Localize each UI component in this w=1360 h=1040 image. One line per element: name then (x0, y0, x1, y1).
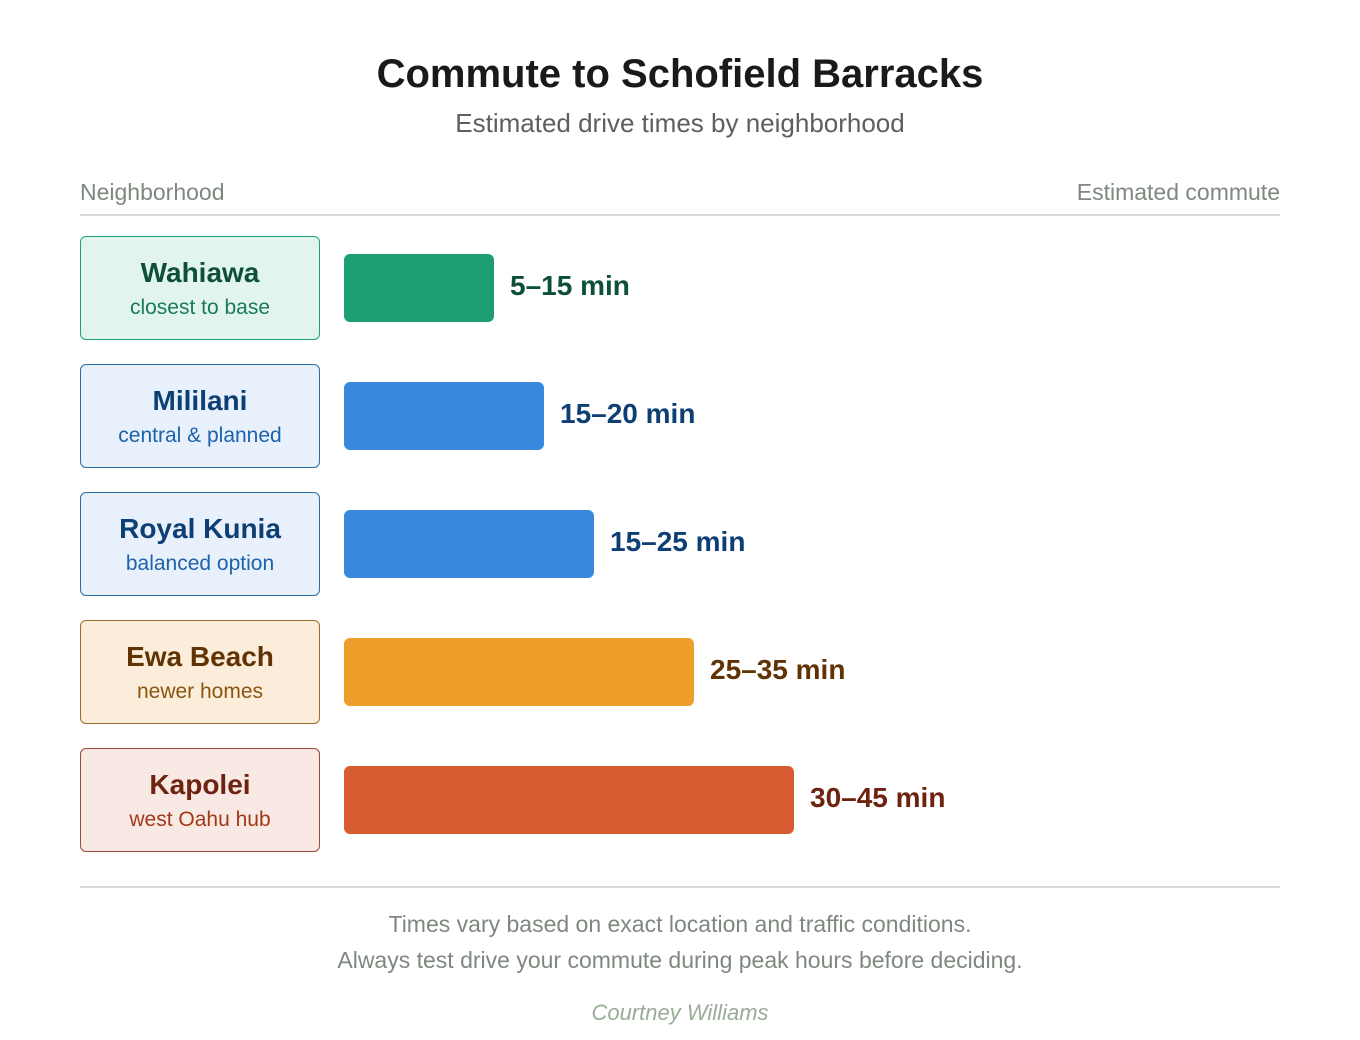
chart-row: Wahiawa closest to base 5–15 min (80, 236, 1280, 340)
chart-row: Ewa Beach newer homes 25–35 min (80, 620, 1280, 724)
commute-bar (344, 254, 494, 322)
neighborhood-note: newer homes (136, 680, 264, 703)
neighborhood-name: Kapolei (149, 769, 251, 800)
chart-title: Commute to Schofield Barracks (376, 52, 984, 96)
commute-range-label: 15–25 min (610, 526, 746, 557)
neighborhood-label-box: Mililani central & planned (80, 364, 320, 468)
neighborhood-label-box: Wahiawa closest to base (80, 236, 320, 340)
header-divider (80, 214, 1280, 216)
neighborhood-note: central & planned (118, 424, 282, 447)
commute-range-label: 25–35 min (710, 654, 846, 685)
commute-range-label: 15–20 min (560, 398, 696, 429)
author-credit: Courtney Williams (591, 1000, 769, 1025)
neighborhood-label-box: Kapolei west Oahu hub (80, 748, 320, 852)
commute-bar (344, 382, 544, 450)
neighborhood-note: balanced option (125, 552, 275, 575)
neighborhood-note: closest to base (129, 296, 271, 319)
neighborhood-label-box: Ewa Beach newer homes (80, 620, 320, 724)
neighborhood-name: Ewa Beach (126, 641, 274, 672)
neighborhood-name: Royal Kunia (119, 513, 281, 544)
neighborhood-label-box: Royal Kunia balanced option (80, 492, 320, 596)
commute-bar (344, 638, 694, 706)
commute-range-label: 30–45 min (810, 782, 946, 813)
neighborhood-note: west Oahu hub (129, 808, 271, 831)
chart-subtitle: Estimated drive times by neighborhood (455, 108, 905, 138)
neighborhood-name: Mililani (152, 385, 248, 416)
footer-divider (80, 886, 1280, 888)
column-header-commute: Estimated commute (1076, 179, 1280, 205)
commute-bar (344, 510, 594, 578)
commute-range-label: 5–15 min (510, 270, 630, 301)
neighborhood-name: Wahiawa (140, 257, 260, 288)
chart-row: Royal Kunia balanced option 15–25 min (80, 492, 1280, 596)
chart-row: Kapolei west Oahu hub 30–45 min (80, 748, 1280, 852)
footnote-traffic: Times vary based on exact location and t… (388, 911, 972, 937)
column-header-neighborhood: Neighborhood (80, 179, 225, 205)
commute-bar (344, 766, 794, 834)
chart-row: Mililani central & planned 15–20 min (80, 364, 1280, 468)
footnote-test-drive: Always test drive your commute during pe… (337, 947, 1023, 973)
commute-bar-chart: Wahiawa closest to base 5–15 min Mililani ce… (80, 236, 1280, 876)
